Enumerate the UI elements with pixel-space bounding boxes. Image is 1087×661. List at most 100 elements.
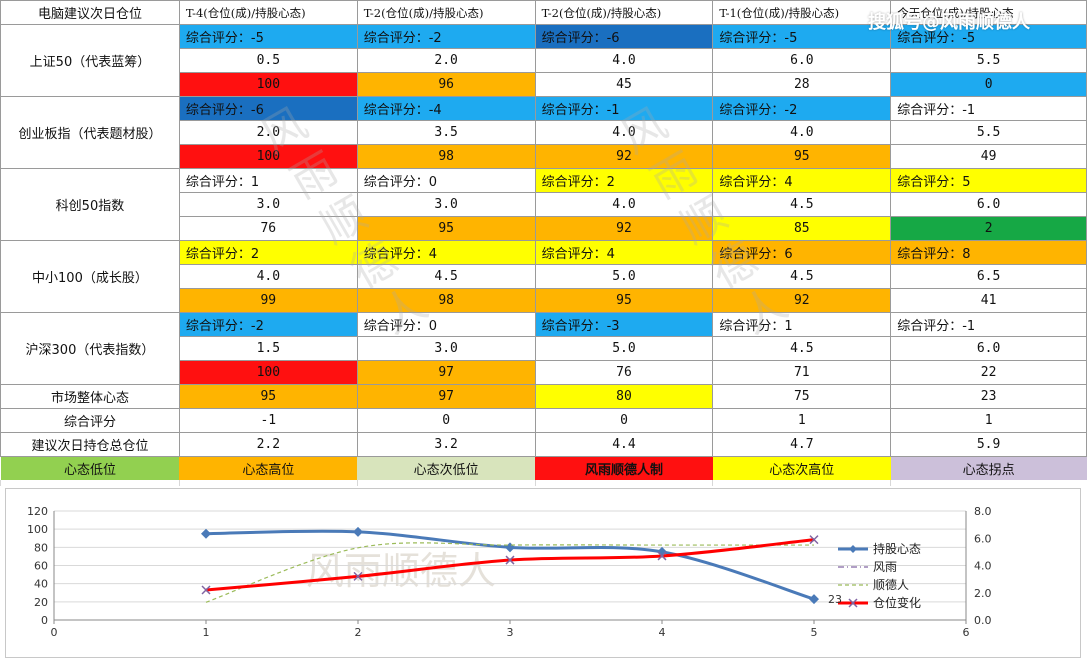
mood-cell[interactable]: 28 <box>712 72 892 97</box>
score-cell[interactable]: 综合评分：-2 <box>712 96 892 121</box>
position-cell[interactable]: 2.0 <box>178 120 358 145</box>
suggest-label[interactable]: 建议次日持仓总仓位 <box>0 432 180 457</box>
index-label[interactable]: 中小100（成长股） <box>0 240 180 313</box>
mood-cell[interactable]: 95 <box>534 288 714 313</box>
score-cell[interactable]: 综合评分：-5 <box>712 24 892 49</box>
header-column[interactable]: T-4(仓位(成)/持股心态) <box>178 0 358 25</box>
position-cell[interactable]: 6.0 <box>890 336 1087 361</box>
position-cell[interactable]: 4.5 <box>712 192 892 217</box>
position-cell[interactable]: 5.0 <box>534 264 714 289</box>
mood-cell[interactable]: 0 <box>890 72 1087 97</box>
position-cell[interactable]: 4.0 <box>534 48 714 73</box>
position-cell[interactable]: 3.0 <box>178 192 358 217</box>
score-cell[interactable]: 综合评分：-1 <box>890 312 1087 337</box>
mood-cell[interactable]: 92 <box>534 144 714 169</box>
legend-cell[interactable]: 心态高位 <box>179 456 358 480</box>
mood-cell[interactable]: 95 <box>712 144 892 169</box>
mood-cell[interactable]: 96 <box>356 72 536 97</box>
score-cell[interactable]: 综合评分：0 <box>356 168 536 193</box>
overall-cell[interactable]: -1 <box>178 408 358 433</box>
index-label[interactable]: 沪深300（代表指数） <box>0 312 180 385</box>
suggest-cell[interactable]: 5.9 <box>890 432 1087 457</box>
header-column[interactable]: T-1(仓位(成)/持股心态) <box>712 0 892 25</box>
score-cell[interactable]: 综合评分：4 <box>534 240 714 265</box>
index-label[interactable]: 上证50（代表蓝筹） <box>0 24 180 97</box>
score-cell[interactable]: 综合评分：-2 <box>178 312 358 337</box>
position-cell[interactable]: 1.5 <box>178 336 358 361</box>
legend-cell[interactable]: 心态次低位 <box>357 456 536 480</box>
mood-cell[interactable]: 98 <box>356 288 536 313</box>
score-cell[interactable]: 综合评分：4 <box>712 168 892 193</box>
overall-cell[interactable]: 1 <box>890 408 1087 433</box>
market-cell[interactable]: 75 <box>712 384 892 409</box>
score-cell[interactable]: 综合评分：2 <box>534 168 714 193</box>
position-cell[interactable]: 4.0 <box>712 120 892 145</box>
mood-cell[interactable]: 2 <box>890 216 1087 241</box>
mood-cell[interactable]: 85 <box>712 216 892 241</box>
position-cell[interactable]: 4.0 <box>534 120 714 145</box>
score-cell[interactable]: 综合评分：6 <box>712 240 892 265</box>
position-cell[interactable]: 4.5 <box>356 264 536 289</box>
header-column[interactable]: T-2(仓位(成)/持股心态) <box>534 0 714 25</box>
score-cell[interactable]: 综合评分：5 <box>890 168 1087 193</box>
position-cell[interactable]: 6.0 <box>890 192 1087 217</box>
position-cell[interactable]: 5.0 <box>534 336 714 361</box>
score-cell[interactable]: 综合评分：1 <box>712 312 892 337</box>
mood-cell[interactable]: 97 <box>356 360 536 385</box>
header-column[interactable]: T-2(仓位(成)/持股心态) <box>356 0 536 25</box>
position-cell[interactable]: 6.0 <box>712 48 892 73</box>
position-cell[interactable]: 3.0 <box>356 336 536 361</box>
mood-cell[interactable]: 22 <box>890 360 1087 385</box>
market-cell[interactable]: 80 <box>534 384 714 409</box>
score-cell[interactable]: 综合评分：-3 <box>534 312 714 337</box>
header-corner[interactable]: 电脑建议次日仓位 <box>0 0 180 25</box>
score-cell[interactable]: 综合评分：2 <box>178 240 358 265</box>
market-cell[interactable]: 23 <box>890 384 1087 409</box>
mood-cell[interactable]: 99 <box>178 288 358 313</box>
market-label[interactable]: 市场整体心态 <box>0 384 180 409</box>
overall-cell[interactable]: 0 <box>356 408 536 433</box>
overall-label[interactable]: 综合评分 <box>0 408 180 433</box>
position-cell[interactable]: 2.0 <box>356 48 536 73</box>
market-cell[interactable]: 97 <box>356 384 536 409</box>
position-cell[interactable]: 3.0 <box>356 192 536 217</box>
overall-cell[interactable]: 1 <box>712 408 892 433</box>
position-cell[interactable]: 4.0 <box>534 192 714 217</box>
score-cell[interactable]: 综合评分：-5 <box>178 24 358 49</box>
position-cell[interactable]: 4.5 <box>712 336 892 361</box>
overall-cell[interactable]: 0 <box>534 408 714 433</box>
mood-cell[interactable]: 100 <box>178 144 358 169</box>
position-cell[interactable]: 0.5 <box>178 48 358 73</box>
legend-cell[interactable]: 心态拐点 <box>890 456 1087 480</box>
position-cell[interactable]: 4.5 <box>712 264 892 289</box>
mood-cell[interactable]: 95 <box>356 216 536 241</box>
score-cell[interactable]: 综合评分：8 <box>890 240 1087 265</box>
mood-cell[interactable]: 45 <box>534 72 714 97</box>
market-cell[interactable]: 95 <box>178 384 358 409</box>
position-cell[interactable]: 5.5 <box>890 120 1087 145</box>
mood-cell[interactable]: 71 <box>712 360 892 385</box>
position-cell[interactable]: 5.5 <box>890 48 1087 73</box>
score-cell[interactable]: 综合评分：-6 <box>178 96 358 121</box>
mood-cell[interactable]: 49 <box>890 144 1087 169</box>
mood-cell[interactable]: 98 <box>356 144 536 169</box>
mood-cell[interactable]: 100 <box>178 72 358 97</box>
score-cell[interactable]: 综合评分：1 <box>178 168 358 193</box>
mood-cell[interactable]: 41 <box>890 288 1087 313</box>
legend-cell[interactable]: 心态低位 <box>0 456 180 480</box>
mood-cell[interactable]: 100 <box>178 360 358 385</box>
mood-cell[interactable]: 92 <box>712 288 892 313</box>
mood-cell[interactable]: 76 <box>178 216 358 241</box>
score-cell[interactable]: 综合评分：0 <box>356 312 536 337</box>
score-cell[interactable]: 综合评分：-2 <box>356 24 536 49</box>
suggest-cell[interactable]: 4.4 <box>534 432 714 457</box>
legend-cell[interactable]: 心态次高位 <box>712 456 891 480</box>
score-cell[interactable]: 综合评分：4 <box>356 240 536 265</box>
position-cell[interactable]: 4.0 <box>178 264 358 289</box>
legend-cell[interactable]: 风雨顺德人制 <box>535 456 713 480</box>
suggest-cell[interactable]: 3.2 <box>356 432 536 457</box>
mood-cell[interactable]: 76 <box>534 360 714 385</box>
score-cell[interactable]: 综合评分：-4 <box>356 96 536 121</box>
score-cell[interactable]: 综合评分：-1 <box>534 96 714 121</box>
suggest-cell[interactable]: 4.7 <box>712 432 892 457</box>
